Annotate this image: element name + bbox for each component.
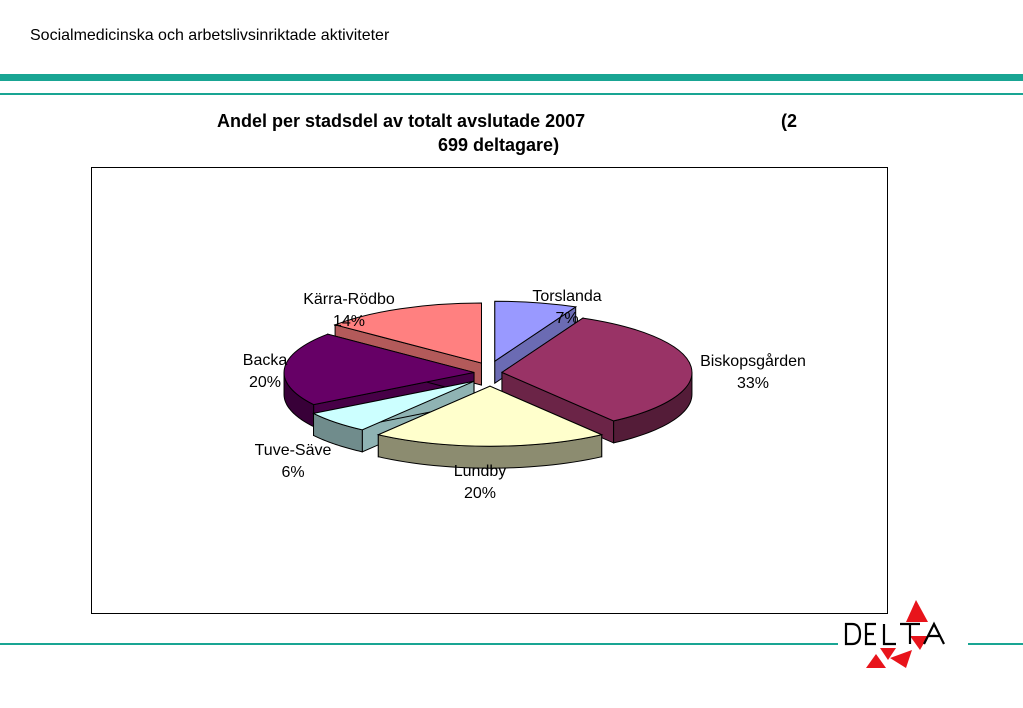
chart-title-line1-suffix: (2 — [781, 111, 798, 131]
delta-logo — [844, 600, 945, 668]
pie-slice-biskopsg-rden — [500, 317, 693, 444]
pie-label-name: Backa — [243, 352, 288, 369]
pie-slice-top — [376, 385, 604, 447]
footer-rule-right — [968, 643, 1023, 645]
pie-slice-top — [312, 380, 475, 431]
pie-label-value: 20% — [464, 485, 496, 502]
logo-triangle-left — [880, 648, 896, 660]
pie-slice-top — [333, 302, 482, 364]
pie-label-name: Kärra-Rödbo — [303, 291, 395, 308]
pie-slice-top — [494, 300, 578, 363]
chart-title-line2: 699 deltagare) — [438, 135, 560, 155]
pie-label-name: Biskopsgården — [700, 352, 806, 370]
pie-label-name: Torslanda — [532, 288, 601, 305]
logo-letters — [844, 621, 945, 646]
header-rule-thick — [0, 74, 1023, 81]
chart-frame — [91, 167, 888, 614]
pie-label-value: 33% — [737, 375, 769, 392]
pie-label-value: 7% — [555, 310, 578, 327]
pie-label-value: 14% — [333, 313, 365, 330]
pie-slice-lundby — [376, 385, 604, 469]
footer-rule-left — [0, 643, 838, 645]
logo-triangle-right — [910, 636, 928, 650]
pie-label-name: Lundby — [454, 463, 507, 480]
header-rule-thin — [0, 93, 1023, 95]
chart-title-line1: Andel per stadsdel av totalt avslutade 2… — [217, 111, 586, 131]
page-header-title: Socialmedicinska och arbetslivsinriktade… — [30, 27, 390, 44]
pie-slice-top — [283, 333, 475, 406]
logo-triangle-top — [906, 600, 928, 622]
pie-label-name: Tuve-Säve — [255, 442, 332, 459]
logo-triangle-bottom-left — [866, 654, 886, 668]
pie-label-value: 6% — [281, 464, 304, 481]
logo-triangle-bottom-mid — [890, 650, 912, 668]
pie-label-value: 20% — [249, 374, 281, 391]
pie-slice-top — [500, 317, 693, 422]
